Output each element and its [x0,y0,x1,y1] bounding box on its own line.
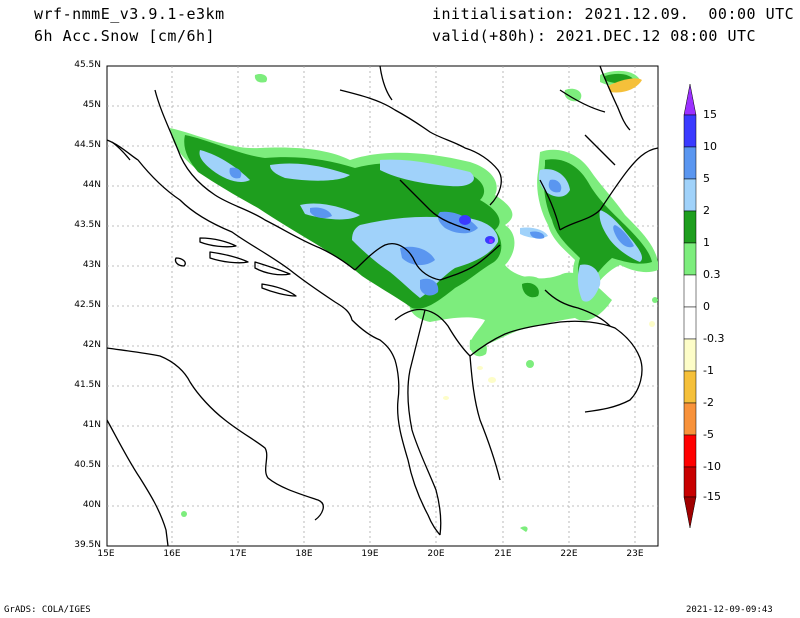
footer-timestamp: 2021-12-09-09:43 [686,605,773,615]
lat-label: 39.5N [74,540,101,550]
colorbar-label: 2 [703,204,710,217]
colorbar-label: -15 [703,490,721,503]
lat-label: 40.5N [74,460,101,470]
lat-label: 41.5N [74,380,101,390]
lon-label: 22E [560,549,578,559]
colorbar-label: 5 [703,172,710,185]
lat-label: 42N [82,340,101,350]
lat-label: 44.5N [74,140,101,150]
lat-label: 43.5N [74,220,101,230]
variable-title: 6h Acc.Snow [cm/6h] [34,27,216,45]
colorbar-label: -1 [703,364,714,377]
snow-field [170,70,658,532]
lon-label: 16E [163,549,181,559]
lon-label: 19E [361,549,379,559]
lat-label: 44N [82,180,101,190]
lat-label: 45.5N [74,60,101,70]
colorbar [683,83,697,529]
coastlines-borders [106,65,659,547]
colorbar-label: -0.3 [703,332,725,345]
lat-label: 42.5N [74,300,101,310]
lat-label: 43N [82,260,101,270]
lat-label: 45N [82,100,101,110]
colorbar-label: 10 [703,140,717,153]
lat-label: 40N [82,500,101,510]
lon-label: 20E [427,549,445,559]
colorbar-label: 0.3 [703,268,721,281]
init-time: initialisation: 2021.12.09. 00:00 UTC [432,5,795,23]
colorbar-label: -10 [703,460,721,473]
lon-label: 23E [626,549,644,559]
colorbar-label: -5 [703,428,714,441]
valid-time: valid(+80h): 2021.DEC.12 08:00 UTC [432,27,757,45]
lon-label: 18E [295,549,313,559]
colorbar-label: 1 [703,236,710,249]
colorbar-label: 15 [703,108,717,121]
lat-label: 41N [82,420,101,430]
colorbar-label: 0 [703,300,710,313]
model-title: wrf-nmmE_v3.9.1-e3km [34,5,225,23]
lon-label: 21E [494,549,512,559]
lon-label: 17E [229,549,247,559]
footer-credit: GrADS: COLA/IGES [4,605,91,615]
lon-label: 15E [97,549,115,559]
colorbar-label: -2 [703,396,714,409]
